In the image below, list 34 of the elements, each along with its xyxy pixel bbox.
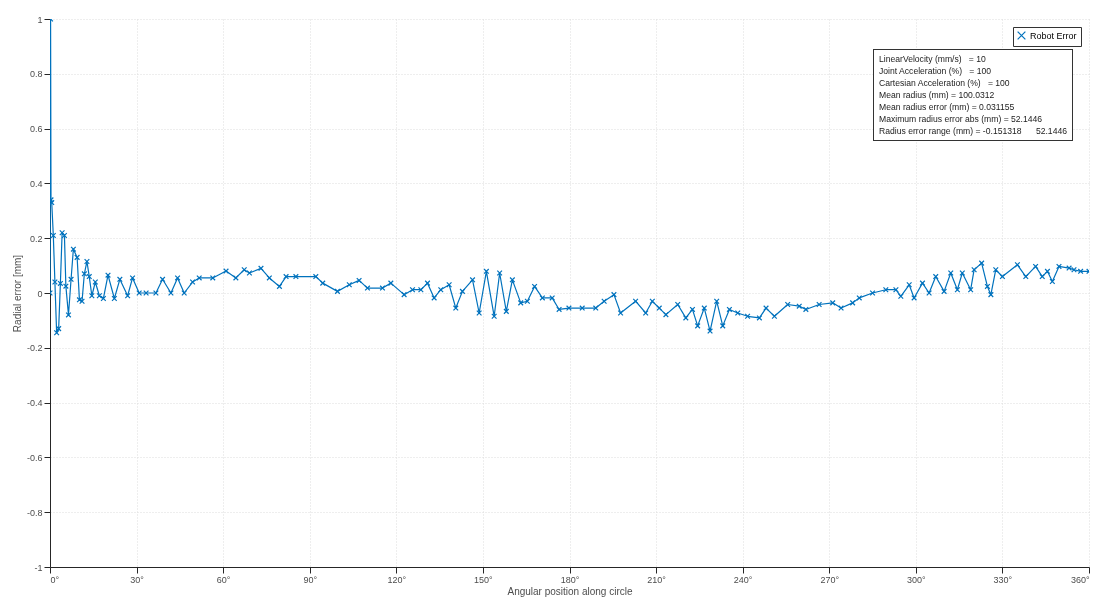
x-tick-label: 0° — [50, 574, 60, 585]
x-tick-label: 330° — [993, 574, 1013, 585]
y-tick-label: -0.8 — [26, 507, 43, 518]
annotation: Mean radius error (mm) = 0.031155 — [879, 101, 1016, 113]
annotation: LinearVelocity (mm/s) = 10 — [879, 53, 987, 65]
x-tick-label: 120° — [387, 574, 407, 585]
y-tick-label: 0.8 — [29, 69, 43, 80]
y-tick-label: 0.4 — [29, 178, 43, 189]
x-tick-label: 30° — [130, 574, 145, 585]
legend-label: Robot Error — [1030, 30, 1077, 41]
x-tick-label: 240° — [733, 574, 753, 585]
y-tick-label: -0.6 — [26, 452, 43, 463]
y-tick-label: -0.4 — [26, 398, 43, 409]
x-tick-label: 270° — [820, 574, 840, 585]
annotation: Maximum radius error abs (mm) = 52.1446 — [879, 113, 1044, 125]
y-tick-label: 1 — [37, 14, 43, 25]
annotation: Mean radius (mm) = 100.0312 — [879, 89, 996, 101]
x-axis-title: Angular position along circle — [507, 585, 633, 597]
annotation: Joint Acceleration (%) = 100 — [879, 65, 993, 77]
x-tick-label: 360° — [1070, 574, 1090, 585]
annotation: Radius error range (mm) = -0.151318 52.1446 — [879, 125, 1067, 137]
x-tick-label: 60° — [216, 574, 231, 585]
y-tick-label: 0.2 — [29, 233, 43, 244]
x-tick-label: 300° — [907, 574, 927, 585]
y-tick-label: 0 — [37, 288, 43, 299]
annotation: Cartesian Acceleration (%) = 100 — [879, 77, 1011, 89]
x-tick-label: 150° — [474, 574, 494, 585]
x-tick-label: 180° — [560, 574, 580, 585]
y-tick-label: 0.6 — [29, 124, 43, 135]
x-tick-label: 90° — [303, 574, 318, 585]
x-tick-label: 210° — [647, 574, 667, 585]
y-tick-label: -0.2 — [26, 343, 43, 354]
y-tick-label: -1 — [34, 562, 43, 573]
y-axis-title: Radial error [mm] — [11, 254, 23, 333]
